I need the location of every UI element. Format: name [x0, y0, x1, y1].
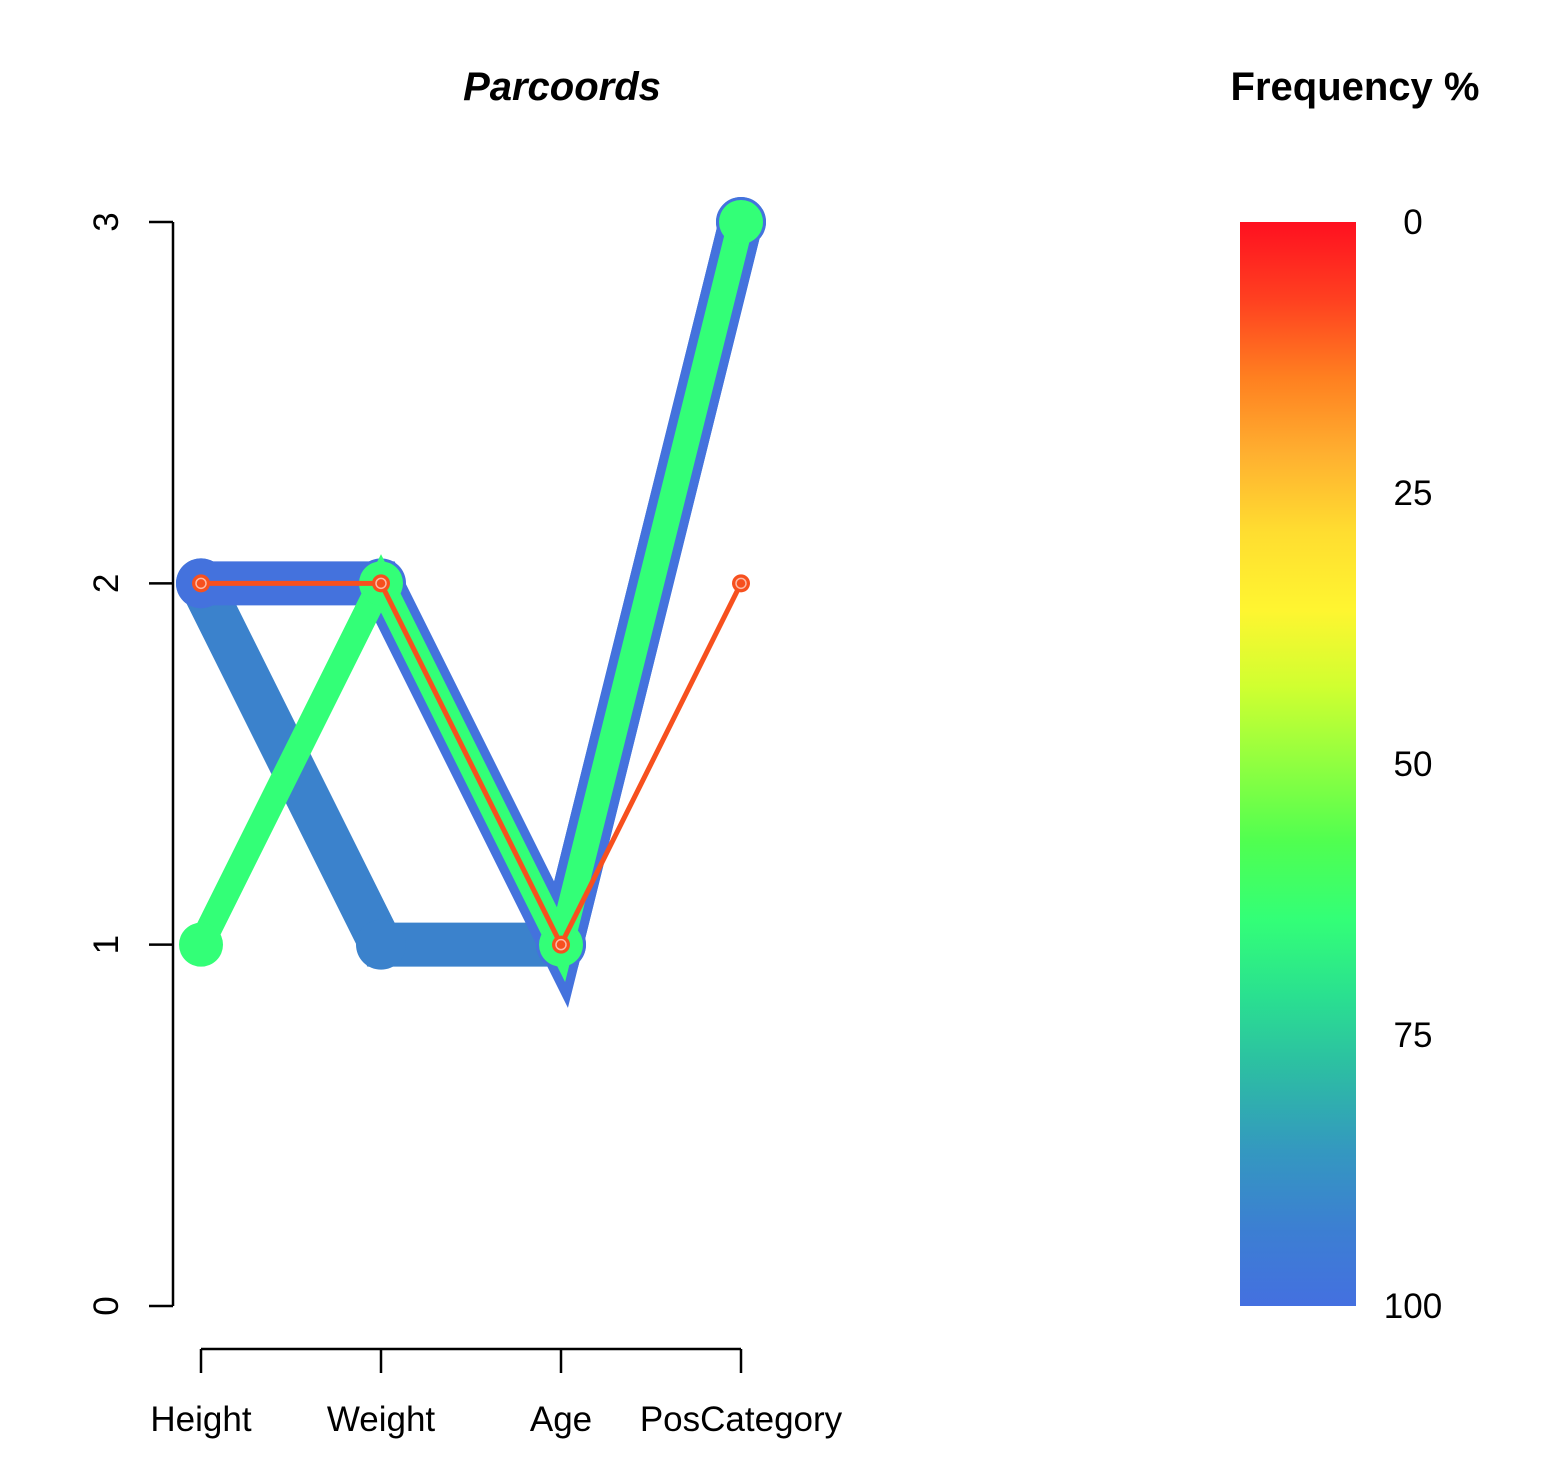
y-axis: 0 1 2 3: [87, 212, 175, 1316]
series-point: [372, 574, 390, 593]
series-line: [192, 574, 750, 954]
y-tick-label: 3: [87, 212, 126, 231]
x-tick-label: Weight: [327, 1400, 436, 1439]
legend-tick-label: 100: [1384, 1287, 1442, 1326]
y-tick-label: 2: [87, 574, 126, 593]
legend-ticks: 0 25 50 75 100: [1384, 203, 1442, 1326]
x-tick-label: Age: [530, 1400, 592, 1439]
series-point: [192, 574, 210, 593]
series-point-ring: [735, 577, 747, 590]
series-point: [356, 919, 406, 970]
chart-title: Parcoords: [463, 65, 661, 109]
series-point-ring: [375, 577, 387, 590]
series-path: [201, 580, 744, 951]
series-point: [719, 200, 763, 244]
y-tick-label: 1: [87, 935, 126, 954]
x-axis: Height Weight Age PosCategory: [150, 1347, 843, 1439]
legend-color-bar: [1240, 222, 1356, 1306]
legend-tick-label: 50: [1394, 745, 1433, 784]
series-point-ring: [555, 938, 567, 951]
series-layer: [176, 197, 766, 1008]
y-tick-label: 0: [87, 1296, 126, 1315]
x-tick-label: Height: [150, 1400, 251, 1439]
legend-tick-label: 0: [1403, 203, 1422, 242]
legend-tick-label: 25: [1394, 474, 1433, 513]
x-tick-label: PosCategory: [640, 1400, 843, 1439]
series-point: [732, 574, 750, 593]
series-point: [179, 922, 223, 967]
legend-tick-label: 75: [1394, 1016, 1433, 1055]
series-point: [552, 935, 570, 954]
legend-title: Frequency %: [1231, 65, 1480, 109]
series-point-ring: [195, 577, 207, 590]
